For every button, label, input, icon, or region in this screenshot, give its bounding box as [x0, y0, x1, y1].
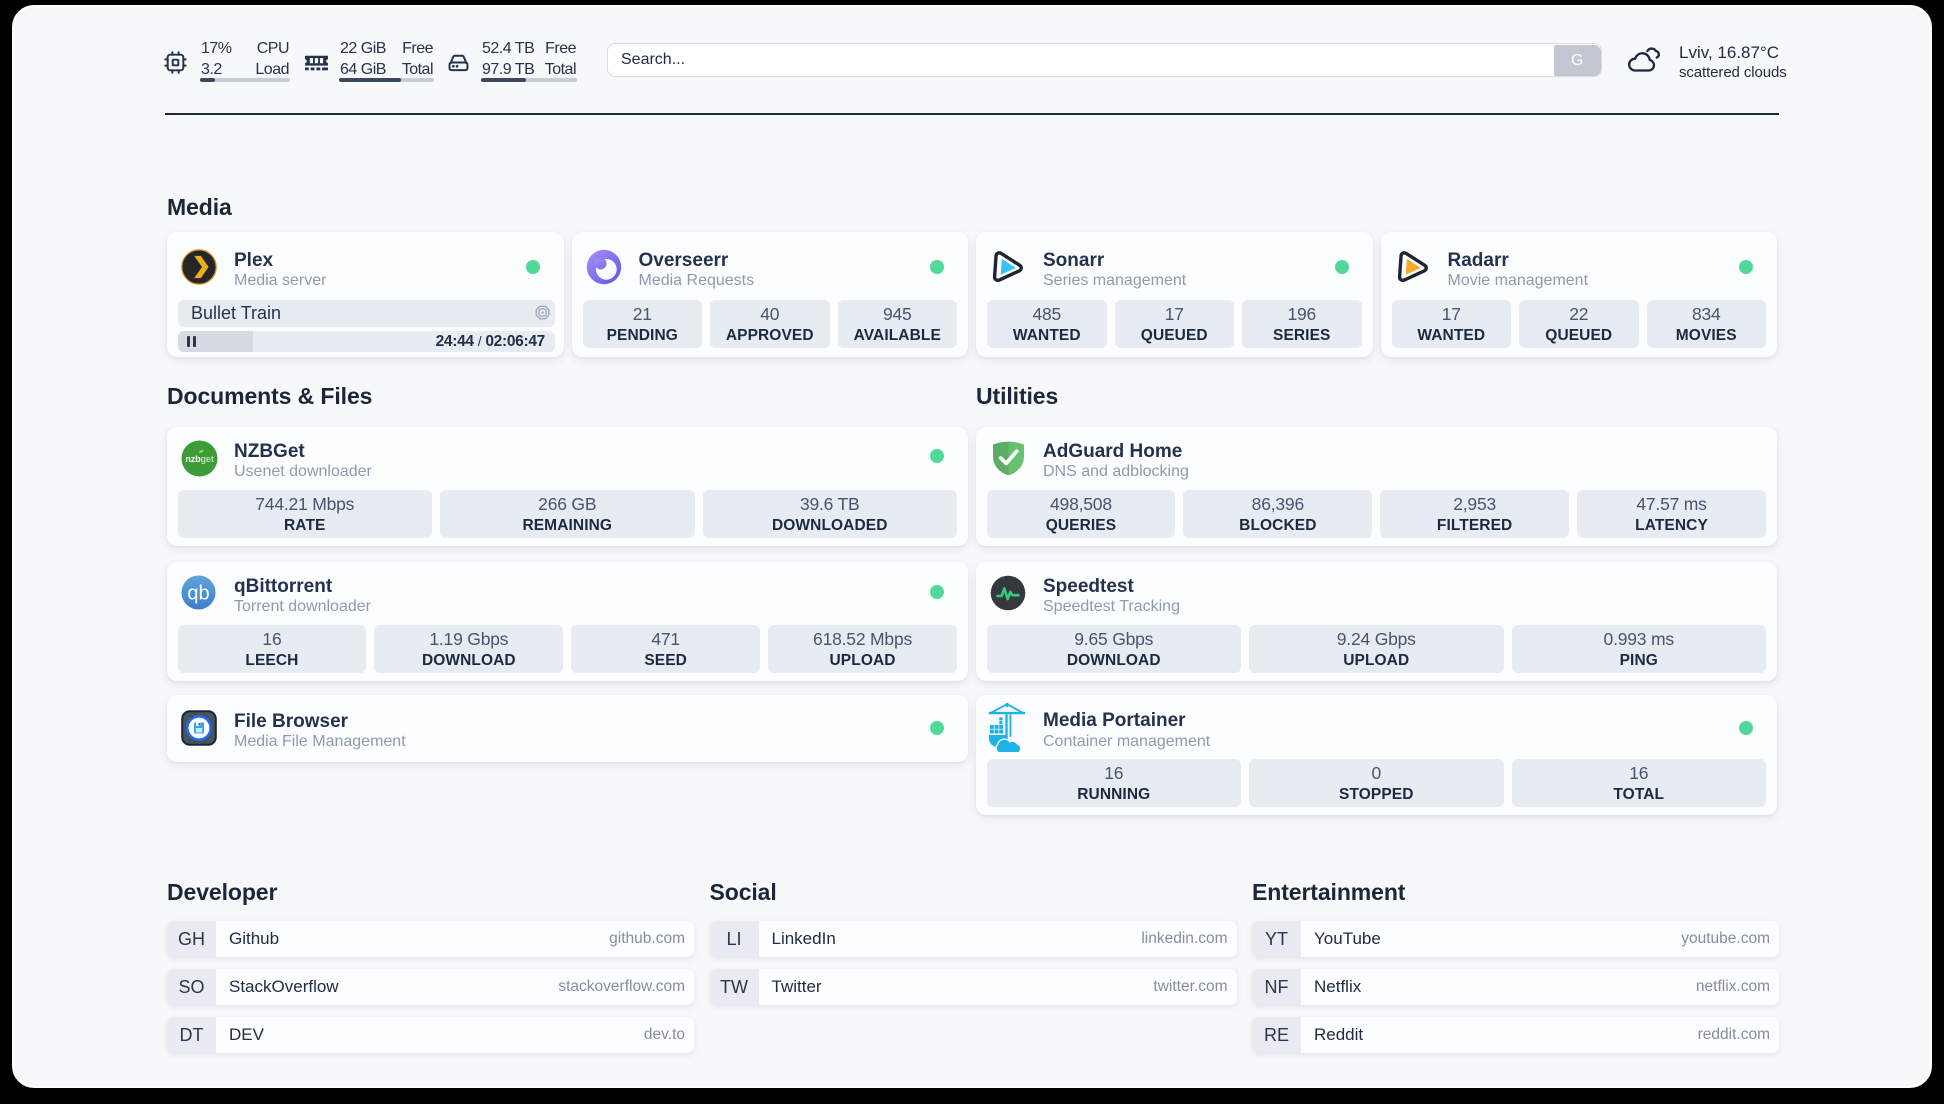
svg-text:nzbget: nzbget — [185, 454, 214, 464]
svg-text:qb: qb — [187, 583, 209, 605]
